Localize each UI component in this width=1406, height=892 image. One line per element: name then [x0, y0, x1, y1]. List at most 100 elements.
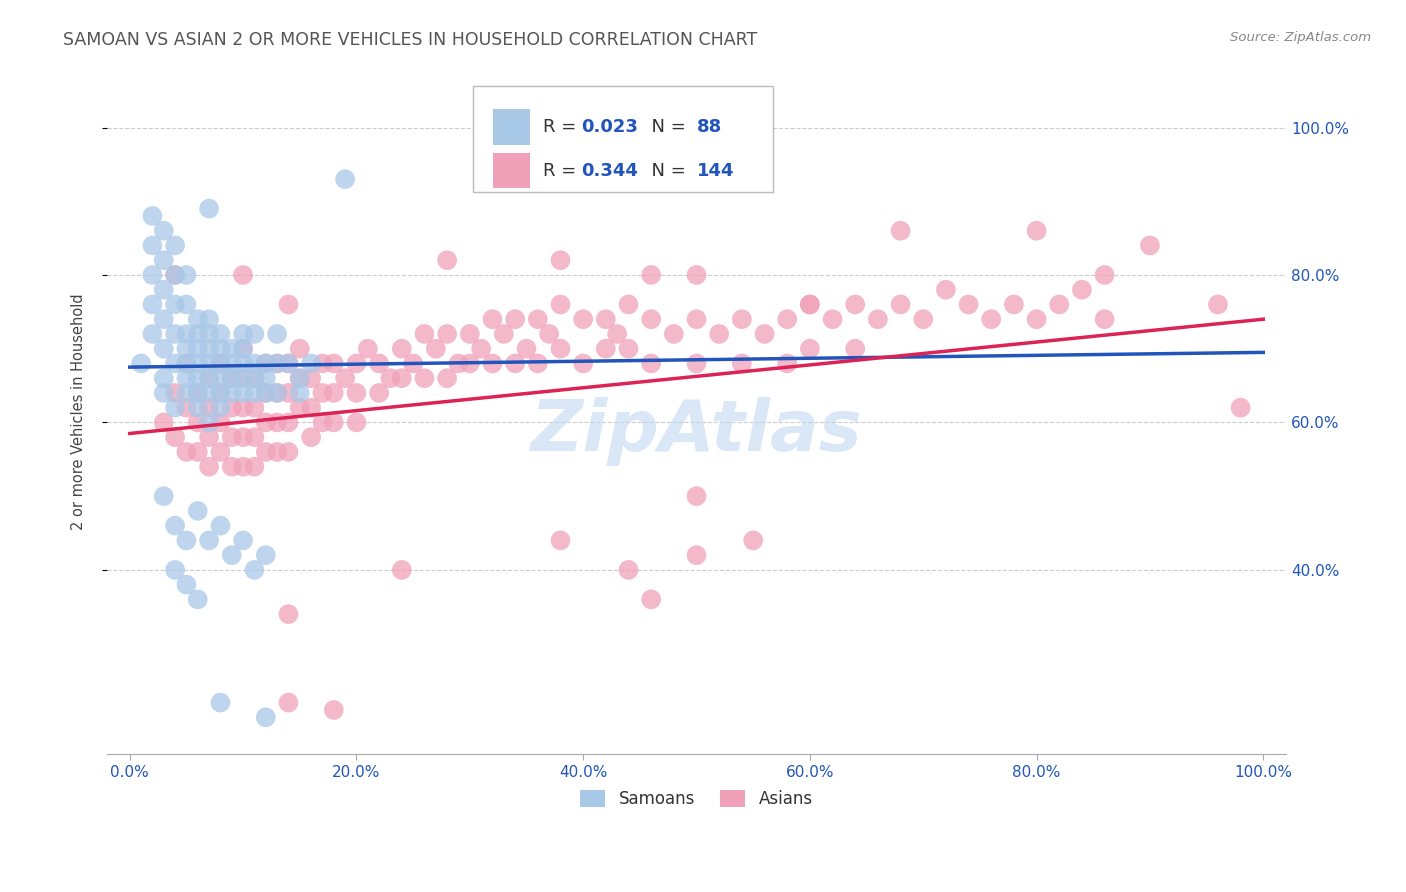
Point	[198, 371, 221, 385]
Point	[176, 326, 198, 341]
Point	[198, 533, 221, 548]
Point	[254, 548, 277, 562]
Point	[176, 356, 198, 370]
Point	[436, 326, 458, 341]
Point	[1094, 268, 1116, 282]
Point	[152, 224, 174, 238]
Point	[266, 386, 288, 401]
Point	[288, 386, 311, 401]
Point	[187, 386, 209, 401]
Point	[277, 297, 299, 311]
Text: 144: 144	[696, 161, 734, 179]
Point	[141, 268, 163, 282]
Point	[187, 342, 209, 356]
Point	[731, 356, 754, 370]
Point	[299, 401, 322, 415]
Point	[527, 356, 550, 370]
Point	[617, 342, 640, 356]
Point	[436, 253, 458, 268]
Point	[221, 548, 243, 562]
Point	[980, 312, 1002, 326]
Point	[243, 326, 266, 341]
Point	[243, 386, 266, 401]
Point	[277, 356, 299, 370]
Point	[254, 710, 277, 724]
Point	[232, 342, 254, 356]
Point	[198, 416, 221, 430]
Point	[243, 430, 266, 444]
Point	[277, 416, 299, 430]
Point	[187, 445, 209, 459]
Point	[176, 342, 198, 356]
Point	[254, 356, 277, 370]
Point	[311, 386, 333, 401]
Point	[165, 401, 187, 415]
Point	[447, 356, 470, 370]
Point	[357, 342, 380, 356]
Text: 88: 88	[696, 118, 721, 136]
Point	[685, 489, 707, 503]
Legend: Samoans, Asians: Samoans, Asians	[574, 783, 820, 814]
Point	[165, 238, 187, 252]
Text: 0.344: 0.344	[581, 161, 638, 179]
Point	[176, 445, 198, 459]
Point	[141, 297, 163, 311]
Point	[640, 268, 662, 282]
Point	[266, 356, 288, 370]
Point	[209, 326, 232, 341]
Point	[277, 386, 299, 401]
Point	[1047, 297, 1070, 311]
Point	[187, 504, 209, 518]
Point	[254, 356, 277, 370]
Point	[254, 445, 277, 459]
Point	[754, 326, 776, 341]
Point	[709, 326, 731, 341]
Point	[935, 283, 957, 297]
Point	[187, 416, 209, 430]
Point	[550, 253, 572, 268]
Point	[288, 342, 311, 356]
Point	[866, 312, 889, 326]
Point	[515, 342, 537, 356]
Point	[198, 342, 221, 356]
Point	[550, 297, 572, 311]
Point	[209, 342, 232, 356]
Point	[243, 356, 266, 370]
Point	[198, 459, 221, 474]
Point	[209, 356, 232, 370]
Point	[458, 356, 481, 370]
Text: 0.023: 0.023	[581, 118, 638, 136]
Point	[890, 297, 912, 311]
Point	[640, 312, 662, 326]
Point	[391, 342, 413, 356]
Point	[232, 268, 254, 282]
Point	[595, 342, 617, 356]
Point	[1071, 283, 1094, 297]
Point	[266, 445, 288, 459]
Point	[221, 356, 243, 370]
Bar	[492, 153, 530, 188]
Point	[176, 356, 198, 370]
Point	[391, 563, 413, 577]
Point	[243, 401, 266, 415]
Point	[1002, 297, 1025, 311]
Point	[685, 548, 707, 562]
Point	[572, 312, 595, 326]
Point	[595, 312, 617, 326]
Point	[165, 268, 187, 282]
Point	[299, 430, 322, 444]
Point	[821, 312, 844, 326]
Point	[957, 297, 980, 311]
Point	[731, 312, 754, 326]
Point	[254, 386, 277, 401]
Point	[288, 401, 311, 415]
Point	[221, 371, 243, 385]
Point	[844, 342, 866, 356]
Point	[1094, 312, 1116, 326]
Point	[232, 533, 254, 548]
Point	[799, 297, 821, 311]
Point	[322, 703, 344, 717]
Text: ZipAtlas: ZipAtlas	[530, 398, 862, 467]
Point	[232, 386, 254, 401]
Text: SAMOAN VS ASIAN 2 OR MORE VEHICLES IN HOUSEHOLD CORRELATION CHART: SAMOAN VS ASIAN 2 OR MORE VEHICLES IN HO…	[63, 31, 758, 49]
